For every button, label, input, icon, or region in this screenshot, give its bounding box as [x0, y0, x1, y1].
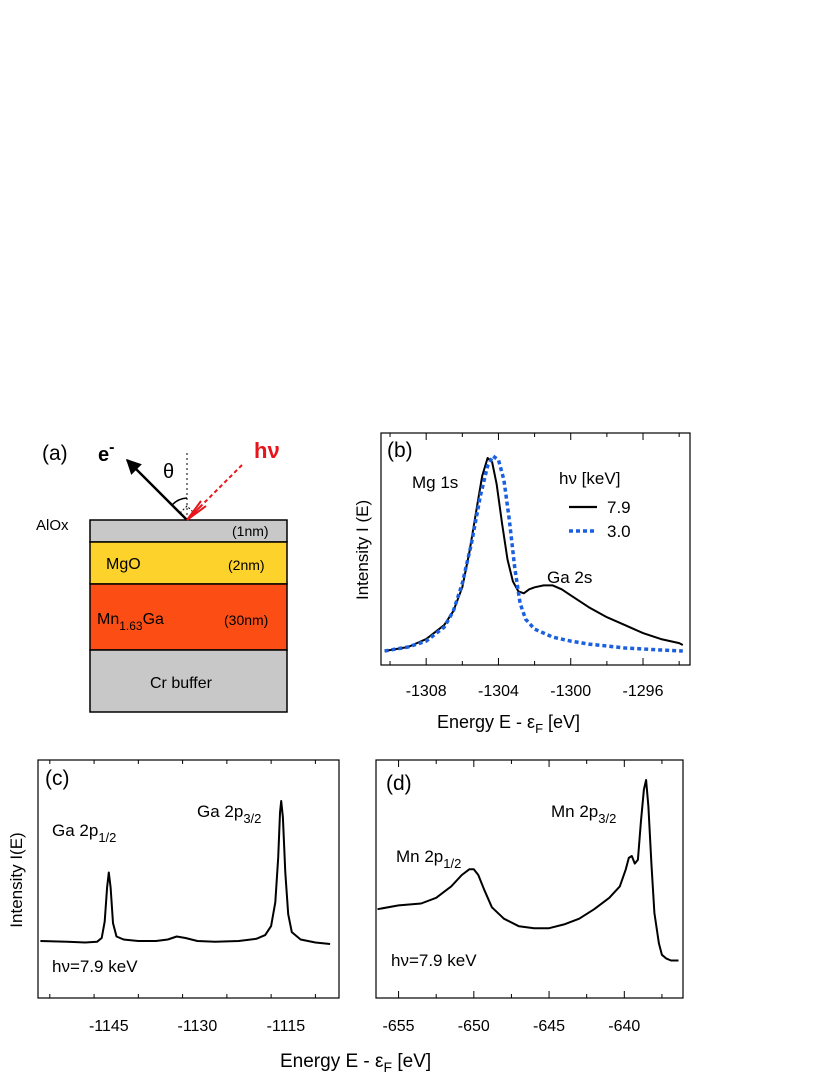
layer-mgo	[89, 541, 288, 585]
plot-frame-b	[380, 432, 691, 666]
theta-label: θ	[163, 461, 174, 483]
electron-arrow	[125, 458, 188, 521]
x-tick-label: -1308	[406, 683, 447, 700]
legend-title: hν [keV]	[559, 469, 620, 488]
annotation-ga-2p32: Ga 2p3/2	[197, 802, 261, 826]
panel-c-label: (c)	[45, 767, 70, 790]
photon-arrowhead	[186, 500, 207, 521]
plot-frame-c	[37, 759, 340, 999]
panel-b-chart: -1308 -1304 -1300 -1296 (b) Mg 1s Ga 2s hν …	[353, 432, 691, 736]
layer-mnga-thickness: (30nm)	[224, 612, 268, 628]
legend-label-7-9: 7.9	[607, 498, 631, 517]
annotation-hv-c: hν=7.9 keV	[52, 957, 138, 976]
ticklabels-d: -655 -650 -645 -640	[383, 1018, 641, 1035]
x-tick-label: -645	[533, 1018, 565, 1035]
layer-cr-buffer	[89, 649, 288, 713]
ticks-d	[398, 760, 663, 998]
panel-a-label: (a)	[42, 442, 68, 465]
annotation-ga-2s: Ga 2s	[547, 568, 592, 587]
annotation-mn-2p32: Mn 2p3/2	[551, 802, 616, 826]
x-tick-label: -1304	[478, 683, 519, 700]
ylabel-b: Intensity I (E)	[353, 500, 372, 600]
annotation-mg-1s: Mg 1s	[412, 473, 458, 492]
theta-arc	[171, 497, 188, 506]
electron-label: e-	[98, 439, 114, 466]
x-tick-label: -1130	[177, 1018, 217, 1035]
series-line-7-9-keV	[40, 800, 331, 945]
annotation-mn-2p12: Mn 2p1/2	[396, 847, 461, 871]
annotation-hv-d: hν=7.9 keV	[391, 951, 477, 970]
xlabel-bottom: Energy E - εF [eV]	[280, 1051, 431, 1075]
panel-a-schematic: (a) AlOx (1nm) MgO (2nm) Mn1.63Ga (30nm)…	[36, 438, 288, 713]
ticks-b	[389, 433, 680, 665]
panel-d-label: (d)	[386, 772, 412, 795]
ylabel-c: Intensity I(E)	[7, 832, 26, 927]
series-c	[40, 800, 331, 945]
x-tick-label: -650	[458, 1018, 490, 1035]
annotation-ga-2p12: Ga 2p1/2	[52, 821, 116, 845]
series-b	[384, 454, 684, 653]
x-tick-label: -1115	[267, 1018, 306, 1035]
panel-b-label: (b)	[387, 439, 413, 462]
x-tick-label: -1296	[623, 683, 664, 700]
layer-mgo-thickness: (2nm)	[228, 557, 265, 573]
ticklabels-c: -1145 -1130 -1115	[89, 1018, 305, 1035]
x-tick-label: -640	[608, 1018, 640, 1035]
plot-frame-d	[375, 759, 684, 999]
layer-cr-buffer-name: Cr buffer	[150, 675, 213, 692]
panel-d-chart: -655 -650 -645 -640 (d) Mn 2p3/2 Mn 2p1/2 h…	[375, 759, 684, 1035]
layer-mnga-name: Mn1.63Ga	[97, 611, 164, 633]
x-tick-label: -1145	[89, 1018, 129, 1035]
photon-label: hν	[254, 438, 280, 463]
panel-c-chart: -1145 -1130 -1115 (c) Ga 2p1/2 Ga 2p3/2 hν…	[7, 759, 340, 1035]
series-line-7-9-keV	[377, 779, 679, 962]
photon-beam-dashed	[201, 464, 243, 506]
layer-alox-thickness: (1nm)	[232, 523, 269, 539]
layer-alox-name: AlOx	[36, 517, 69, 534]
x-tick-label: -1300	[550, 683, 591, 700]
ticks-c	[49, 760, 316, 998]
x-tick-label: -655	[383, 1018, 415, 1035]
xlabel-b: Energy E - εF [eV]	[437, 712, 580, 736]
legend-label-3-0: 3.0	[607, 522, 631, 541]
layer-mgo-name: MgO	[106, 556, 141, 573]
layer-mnga	[89, 583, 288, 651]
series-d	[377, 779, 679, 962]
ticklabels-b: -1308 -1304 -1300 -1296	[406, 683, 664, 700]
